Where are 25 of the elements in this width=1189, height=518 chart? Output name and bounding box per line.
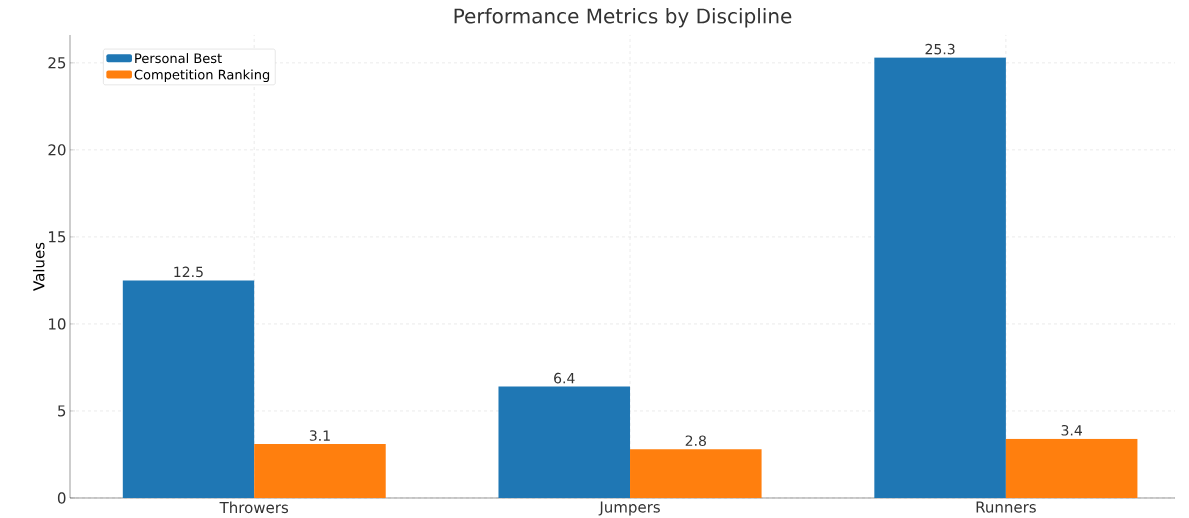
chart-title: Performance Metrics by Discipline xyxy=(454,8,792,28)
y-tick-label: 15 xyxy=(49,231,66,243)
y-tick-label: 0 xyxy=(57,492,66,504)
x-tick-label: Jumpers xyxy=(598,501,660,516)
x-tick-label: Runners xyxy=(976,501,1036,513)
x-tick-label: Throwers xyxy=(219,501,289,514)
y-axis-title: Values xyxy=(32,242,45,291)
bar xyxy=(498,386,631,498)
y-tick-label: 10 xyxy=(49,318,66,330)
bar xyxy=(122,280,255,498)
data-label: 2.8 xyxy=(685,435,706,447)
y-tick-label: 5 xyxy=(58,405,66,417)
legend-label: Personal Best xyxy=(135,53,222,64)
y-tick-label: 20 xyxy=(48,144,66,156)
legend-label: Competition Ranking xyxy=(134,69,270,83)
bar xyxy=(874,57,1006,498)
data-label: 12.5 xyxy=(174,266,203,278)
data-label: 25.3 xyxy=(925,43,955,55)
data-label: 3.1 xyxy=(309,430,330,441)
bar xyxy=(1005,438,1138,498)
data-label: 3.4 xyxy=(1061,425,1082,436)
bar xyxy=(254,444,386,498)
data-label: 6.4 xyxy=(554,372,575,384)
bar xyxy=(630,449,762,498)
y-tick-label: 25 xyxy=(48,57,66,69)
